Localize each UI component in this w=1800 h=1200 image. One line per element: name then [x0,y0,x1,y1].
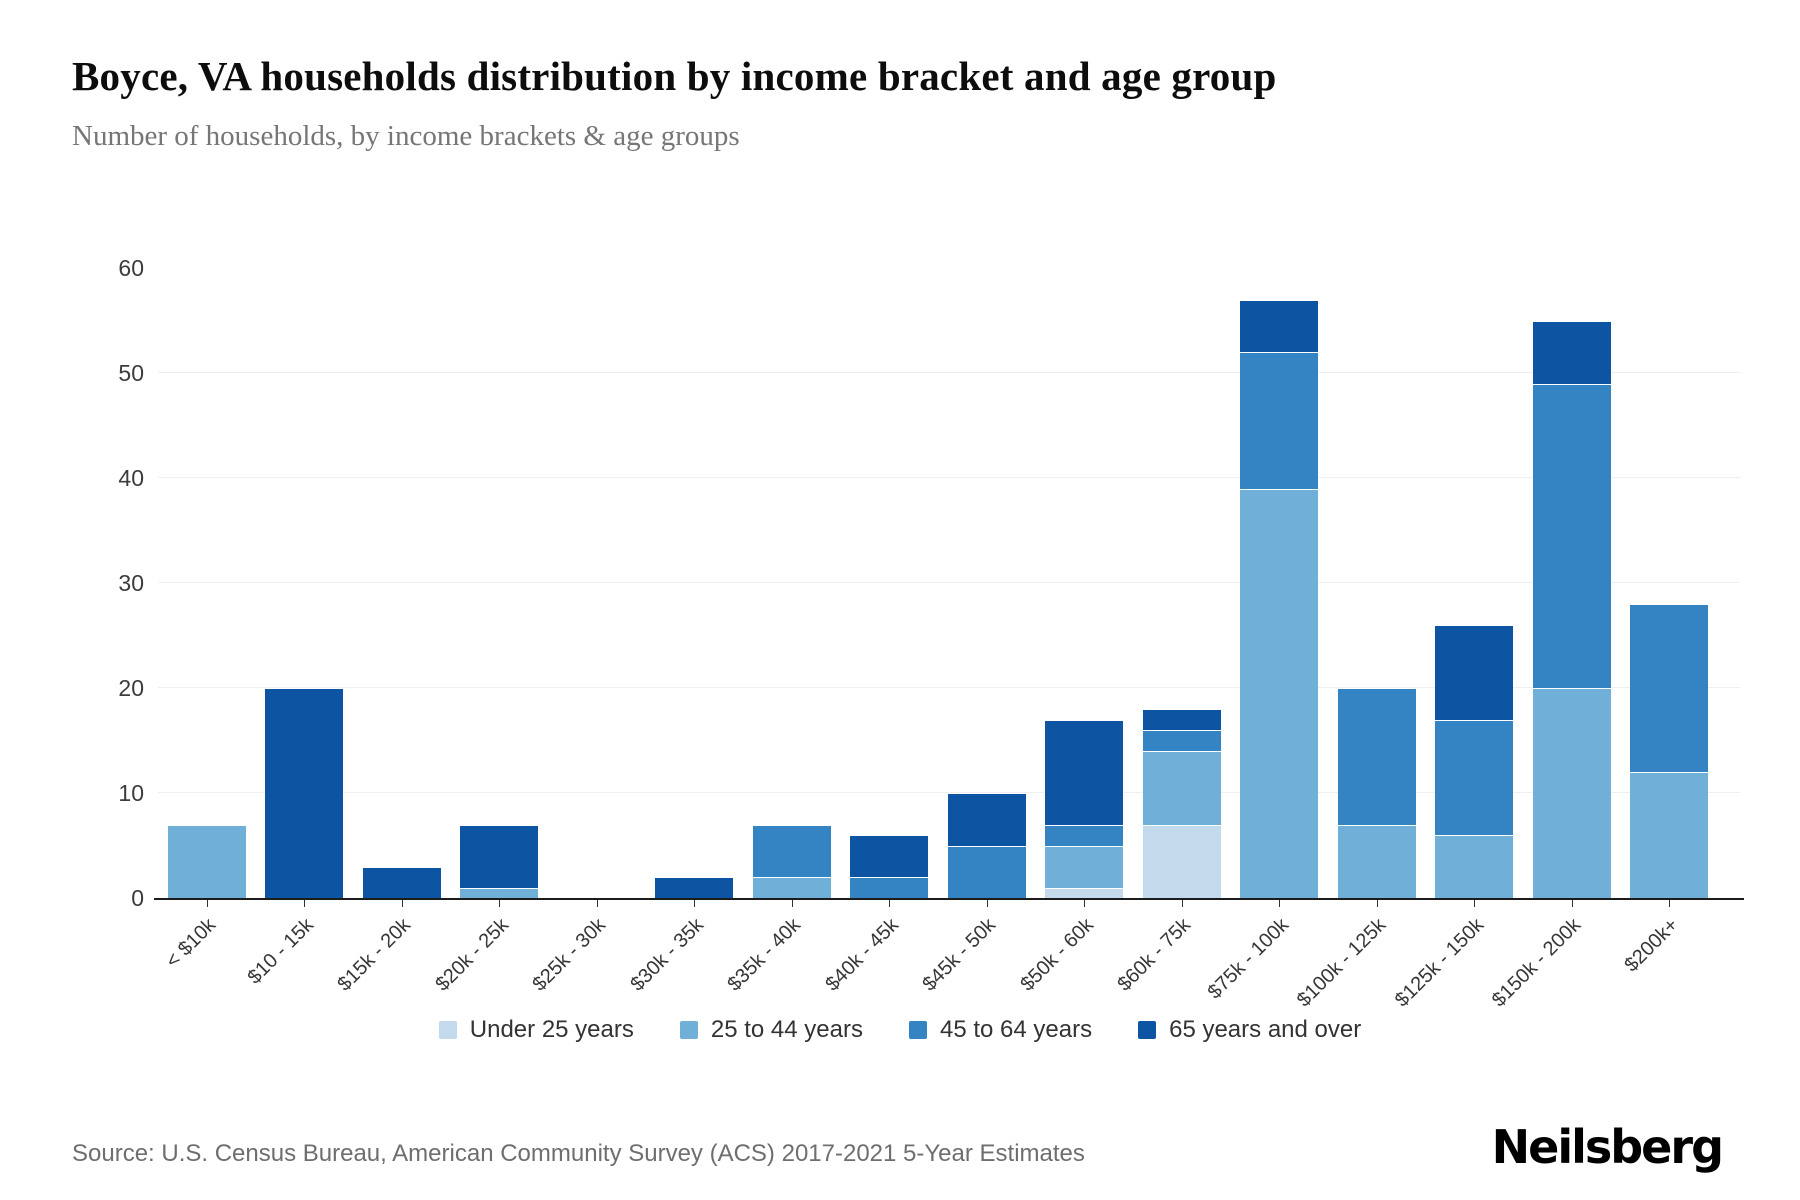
y-axis-label-30: 30 [118,570,144,596]
x-axis-tick [1084,900,1086,907]
x-axis-label: $40k - 45k [821,914,903,996]
bar-segment[interactable] [460,824,539,888]
x-axis-tick [1669,900,1671,907]
legend: Under 25 years 25 to 44 years 45 to 64 yea… [0,1016,1800,1044]
chart-subtitle: Number of households, by income brackets… [72,120,740,152]
source-text: Source: U.S. Census Bureau, American Com… [72,1140,1085,1167]
bar-segment[interactable] [1532,688,1611,898]
x-axis-label: $35k - 40k [723,914,806,996]
legend-swatch-icon [1138,1021,1157,1039]
legend-swatch-icon [438,1021,457,1039]
bar-segment[interactable] [1435,625,1514,720]
x-axis-tick [1474,900,1476,907]
x-axis-tick [1571,900,1573,907]
plot-area: 0 10 20 30 40 50 60 < $10k $10 - 15k $15k - 20k $2… [118,255,1744,1011]
x-axis-tick [1279,900,1281,907]
x-axis-label: $125k - 150k [1390,914,1488,1012]
bar-segment[interactable] [1630,604,1709,772]
gridline-20 [158,687,1740,688]
bar-segment[interactable] [1532,320,1611,384]
bar-segment[interactable] [460,887,539,898]
legend-item[interactable]: Under 25 years [438,1016,634,1044]
legend-item[interactable]: 65 years and over [1138,1016,1361,1044]
x-axis-label: $60k - 75k [1113,914,1196,996]
gridline-50 [158,372,1740,373]
bar-segment[interactable] [1142,709,1221,730]
bar-segment[interactable] [1045,824,1124,846]
x-axis-label: $100k - 125k [1292,914,1391,1012]
x-axis-label: $15k - 20k [333,914,416,996]
bar-segment[interactable] [1045,719,1124,825]
x-axis-label: $50k - 60k [1016,914,1098,996]
y-axis-label-10: 10 [118,780,144,806]
x-axis-label: $150k - 200k [1487,914,1586,1012]
gridline-40 [158,477,1740,478]
bar-segment[interactable] [1142,730,1221,751]
bar-segment[interactable] [1142,751,1221,825]
bar-segment[interactable] [1337,688,1416,825]
bar-segment[interactable] [752,824,831,877]
x-axis-tick [694,900,696,907]
x-axis-tick [1181,900,1183,907]
gridline-30 [158,582,1740,583]
x-axis-tick [791,900,793,907]
bar-segment[interactable] [362,866,441,898]
bar-segment[interactable] [752,877,831,898]
y-axis-label-20: 20 [118,675,144,701]
x-axis-label: $75k - 100k [1203,914,1293,1004]
bar-segment[interactable] [947,845,1026,898]
bar-segment[interactable] [1435,835,1514,898]
bar-segment[interactable] [1532,383,1611,688]
bar-segment[interactable] [167,824,246,898]
bar-segment[interactable] [1045,845,1124,888]
x-axis-tick [304,900,306,907]
bar-segment[interactable] [1337,824,1416,898]
y-axis-label-0: 0 [131,885,144,911]
x-axis-tick [1376,900,1378,907]
bar-segment[interactable] [850,877,929,898]
bar-segment[interactable] [265,688,344,898]
legend-label: 45 to 64 years [939,1016,1093,1043]
legend-label: 25 to 44 years [710,1016,863,1043]
x-axis-tick [401,900,403,907]
x-axis-label: $30k - 35k [626,914,708,996]
bar-segment[interactable] [655,877,734,898]
bar-segment[interactable] [1240,299,1319,352]
brand-logo: Neilsberg [1491,1120,1724,1174]
y-axis-label-40: 40 [118,465,144,491]
bar-segment[interactable] [947,793,1026,846]
x-axis-label: $200k+ [1620,914,1683,977]
x-axis-label: $20k - 25k [431,914,513,996]
x-axis-tick [206,900,208,907]
legend-swatch-icon [679,1021,698,1039]
bar-segment[interactable] [1240,488,1319,898]
x-axis-tick [986,900,988,907]
legend-label: Under 25 years [469,1016,634,1043]
x-axis-label: $45k - 50k [918,914,1001,996]
legend-label: 65 years and over [1169,1016,1362,1043]
y-axis-label-50: 50 [118,360,144,386]
x-axis-label: $10 - 15k [243,914,318,989]
legend-swatch-icon [908,1021,927,1039]
x-axis-baseline [154,898,1744,900]
chart-title: Boyce, VA households distribution by inc… [72,53,1277,99]
legend-item[interactable]: 45 to 64 years [908,1016,1093,1044]
bar-segment[interactable] [1240,352,1319,489]
x-axis-tick [889,900,891,907]
bar-segment[interactable] [850,835,929,877]
x-axis-tick [596,900,598,907]
x-axis-tick [499,900,501,907]
bar-segment[interactable] [1435,719,1514,835]
y-axis-label-60: 60 [118,255,144,281]
legend-item[interactable]: 25 to 44 years [679,1016,863,1044]
x-axis-label: $25k - 30k [528,914,611,996]
x-axis-label: < $10k [161,914,221,973]
bar-segment[interactable] [1630,772,1709,898]
gridline-10 [158,792,1740,793]
bar-segment[interactable] [1142,824,1221,898]
bar-segment[interactable] [1045,887,1124,898]
